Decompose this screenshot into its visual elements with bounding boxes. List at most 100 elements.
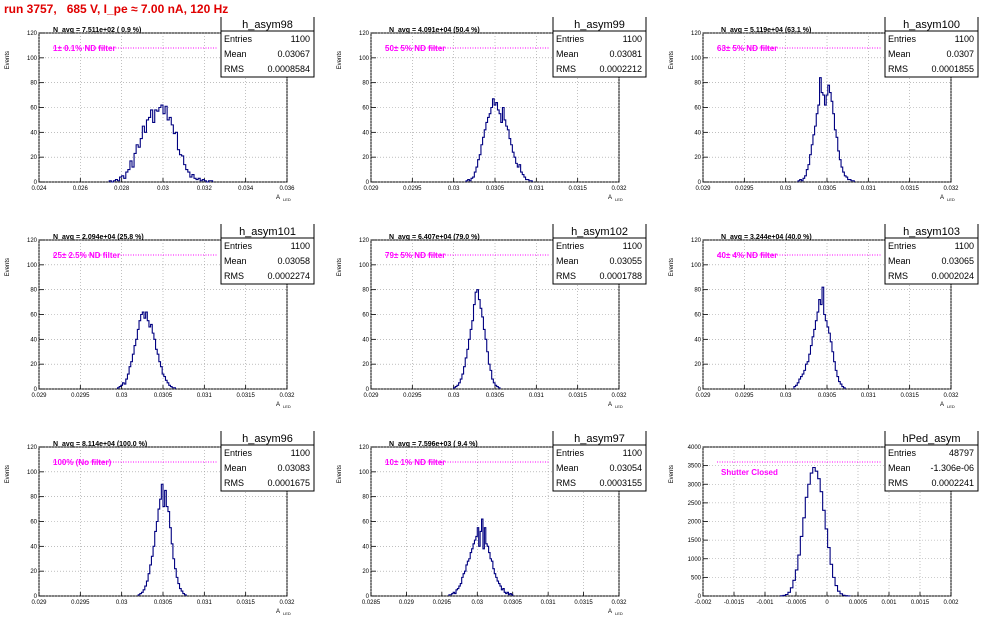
y-tick-label: 60 bbox=[362, 313, 369, 319]
x-tick-label: 0.0285 bbox=[362, 600, 381, 606]
x-tick-label: 0.0295 bbox=[735, 186, 754, 192]
stats-mean-value: 0.03058 bbox=[277, 256, 310, 266]
histogram-name: h_asym103 bbox=[903, 226, 960, 238]
histogram-bin bbox=[824, 315, 826, 390]
y-axis-label: Events bbox=[669, 465, 675, 483]
histogram-bin bbox=[817, 312, 819, 389]
stats-rms-label: RMS bbox=[224, 271, 244, 281]
histogram-bin bbox=[476, 536, 477, 596]
stats-mean-value: -1.306e-06 bbox=[930, 463, 974, 473]
stats-entries-value: 1100 bbox=[291, 241, 310, 251]
stats-mean-value: 0.03065 bbox=[941, 256, 974, 266]
stats-mean-label: Mean bbox=[224, 49, 247, 59]
y-tick-label: 80 bbox=[362, 288, 369, 294]
x-axis-label-sub: LED bbox=[947, 404, 955, 409]
x-tick-label: 0.029 bbox=[695, 393, 711, 399]
y-tick-label: 20 bbox=[362, 362, 369, 368]
x-tick-label: 0.0005 bbox=[849, 600, 868, 606]
histogram-bin bbox=[161, 105, 163, 182]
histogram-bin bbox=[469, 559, 470, 596]
x-tick-label: 0.03 bbox=[116, 393, 128, 399]
stats-entries-label: Entries bbox=[888, 241, 917, 251]
histogram-bin bbox=[156, 522, 158, 597]
y-axis-label: Events bbox=[337, 258, 343, 276]
histogram-line bbox=[794, 287, 845, 389]
y-tick-label: 120 bbox=[27, 31, 38, 37]
histogram-bin bbox=[496, 103, 498, 182]
x-axis-label: A bbox=[276, 195, 280, 201]
navg-label: N_avg = 3.244e+04 (40.0 %) bbox=[721, 234, 812, 241]
stats-entries-value: 1100 bbox=[623, 448, 642, 458]
y-tick-label: 120 bbox=[691, 31, 702, 37]
x-tick-label: 0.031 bbox=[541, 600, 557, 606]
histogram-bin bbox=[821, 93, 823, 182]
y-axis-label: Events bbox=[669, 51, 675, 69]
histogram-bin bbox=[501, 122, 503, 182]
y-tick-label: 40 bbox=[694, 130, 701, 136]
x-tick-label: 0.032 bbox=[611, 393, 627, 399]
y-tick-label: 20 bbox=[30, 569, 37, 575]
histogram-bin bbox=[813, 467, 815, 596]
histogram-bin bbox=[467, 561, 468, 596]
x-tick-label: 0.029 bbox=[31, 600, 47, 606]
histogram-name: h_asym96 bbox=[242, 433, 293, 445]
histogram-bin bbox=[139, 321, 141, 389]
histogram-bin bbox=[825, 105, 827, 182]
x-tick-label: 0.0305 bbox=[154, 600, 173, 606]
x-tick-label: 0.0295 bbox=[433, 600, 452, 606]
x-tick-label: 0.03 bbox=[116, 600, 128, 606]
x-tick-label: 0.0305 bbox=[154, 393, 173, 399]
histogram-bin bbox=[149, 327, 151, 389]
x-tick-label: 0.031 bbox=[197, 393, 213, 399]
stats-rms-label: RMS bbox=[888, 478, 908, 488]
y-tick-label: 2000 bbox=[688, 520, 702, 526]
histogram-bin bbox=[815, 321, 817, 389]
histogram-line bbox=[781, 467, 850, 596]
y-tick-label: 100 bbox=[359, 56, 370, 62]
stats-rms-label: RMS bbox=[888, 271, 908, 281]
filter-label: 79± 5% ND filter bbox=[385, 251, 445, 260]
x-axis-label-sub: LED bbox=[283, 404, 291, 409]
histogram-bin bbox=[486, 544, 487, 596]
y-tick-label: 80 bbox=[694, 288, 701, 294]
histogram-line bbox=[138, 484, 186, 596]
x-tick-label: 0.028 bbox=[114, 186, 130, 192]
histogram-bin bbox=[156, 349, 158, 389]
stats-entries-value: 1100 bbox=[955, 34, 974, 44]
y-tick-label: 100 bbox=[27, 470, 38, 476]
histogram-bin bbox=[818, 479, 820, 596]
x-axis-label-sub: LED bbox=[947, 197, 955, 202]
stats-mean-label: Mean bbox=[556, 256, 579, 266]
y-tick-label: 40 bbox=[362, 544, 369, 550]
y-tick-label: 4000 bbox=[688, 445, 702, 451]
histogram-bin bbox=[465, 571, 466, 596]
histogram-name: h_asym98 bbox=[242, 19, 293, 31]
x-tick-label: 0.0295 bbox=[735, 393, 754, 399]
histogram-bin bbox=[160, 499, 162, 596]
y-tick-label: 80 bbox=[30, 81, 37, 87]
histogram-bin bbox=[819, 300, 821, 389]
histogram-bin bbox=[499, 114, 501, 182]
stats-mean-value: 0.03067 bbox=[277, 49, 310, 59]
y-axis-label: Events bbox=[337, 51, 343, 69]
stats-entries-label: Entries bbox=[888, 448, 917, 458]
x-tick-label: 0.029 bbox=[31, 393, 47, 399]
stats-rms-label: RMS bbox=[556, 271, 576, 281]
y-tick-label: 120 bbox=[359, 31, 370, 37]
histogram-bin bbox=[506, 126, 508, 182]
x-tick-label: 0.032 bbox=[279, 393, 295, 399]
histogram-bin bbox=[141, 315, 143, 390]
x-tick-label: 0.0305 bbox=[504, 600, 523, 606]
stats-rms-label: RMS bbox=[224, 64, 244, 74]
histogram-bin bbox=[494, 105, 496, 182]
histogram-bin bbox=[517, 167, 519, 182]
histogram-line bbox=[118, 312, 176, 389]
x-axis-label-sub: LED bbox=[283, 197, 291, 202]
